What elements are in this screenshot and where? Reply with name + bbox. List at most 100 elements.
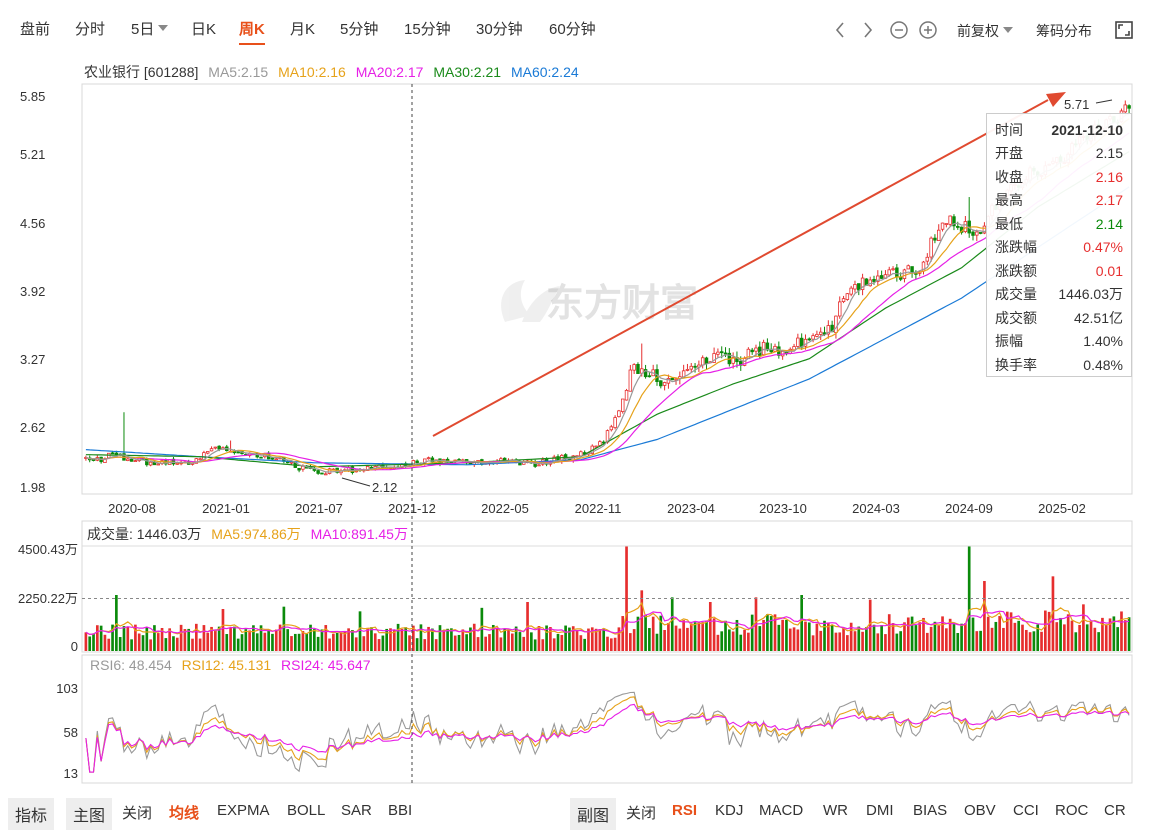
- volume-bar: [777, 624, 781, 651]
- candle: [838, 296, 842, 319]
- volume-bar: [290, 636, 293, 651]
- candle: [727, 348, 732, 367]
- candle: [716, 348, 720, 358]
- volume-bar: [670, 597, 674, 651]
- tooltip-key: 涨跌额: [995, 262, 1037, 279]
- volume-bar: [830, 624, 834, 651]
- indicator-tab[interactable]: EXPMA: [217, 802, 270, 819]
- candle: [796, 333, 800, 348]
- tooltip-key: 最低: [995, 215, 1023, 232]
- indicator-tab[interactable]: KDJ: [715, 802, 744, 819]
- candle: [944, 223, 949, 228]
- indicator-tab[interactable]: 副图: [570, 798, 617, 830]
- candle: [940, 222, 945, 232]
- candle: [228, 440, 233, 453]
- volume-bar: [179, 624, 183, 651]
- volume-bar: [617, 627, 621, 651]
- stock-name: 农业银行 [601288]: [84, 64, 199, 80]
- indicator-tab[interactable]: WR: [823, 802, 848, 819]
- volume-bar: [815, 623, 819, 651]
- volume-bar: [552, 638, 556, 651]
- tooltip-value: 2.17: [1095, 192, 1123, 209]
- indicator-tab[interactable]: BBI: [388, 802, 413, 819]
- volume-bar: [868, 599, 872, 651]
- candle: [282, 456, 286, 464]
- indicator-tab[interactable]: 指标: [8, 798, 55, 830]
- period-tab[interactable]: 60分钟: [549, 18, 596, 39]
- period-tab[interactable]: 5分钟: [340, 18, 378, 39]
- volume-bar: [522, 636, 526, 651]
- period-tab[interactable]: 周K: [239, 18, 265, 45]
- volume-bar: [918, 622, 922, 651]
- indicator-tab[interactable]: OBV: [964, 802, 996, 819]
- indicator-tab[interactable]: ROC: [1055, 802, 1089, 819]
- indicator-tab[interactable]: 主图: [66, 798, 113, 830]
- tooltip-row: 时间 2021-12-10: [995, 118, 1123, 142]
- volume-bar: [126, 626, 130, 651]
- volume-bar: [689, 623, 693, 651]
- period-tab[interactable]: 分时: [75, 18, 105, 39]
- indicator-tab[interactable]: CR: [1104, 802, 1126, 819]
- indicator-tab[interactable]: CCI: [1013, 802, 1039, 819]
- period-tab-label: 15分钟: [404, 21, 451, 38]
- volume-bar: [358, 611, 362, 651]
- volume-bar: [373, 633, 377, 651]
- volume-bar: [1127, 617, 1131, 651]
- volume-bar: [111, 624, 114, 651]
- indicator-tab[interactable]: BOLL: [287, 802, 326, 819]
- period-tab[interactable]: 30分钟: [476, 18, 523, 39]
- fullscreen-icon[interactable]: [1113, 18, 1135, 42]
- indicator-tab[interactable]: 关闭: [626, 805, 657, 822]
- volume-legend: 成交量: 1446.03万 MA5:974.86万 MA10:891.45万: [87, 524, 408, 544]
- ma30-legend: MA30:2.21: [433, 64, 502, 80]
- period-tab[interactable]: 月K: [290, 18, 315, 39]
- tooltip-value: 2.14: [1095, 215, 1123, 232]
- rsi-axis-label: 58: [64, 725, 78, 740]
- chip-distribution-button[interactable]: 筹码分布: [1036, 21, 1092, 41]
- volume-bar: [95, 625, 99, 651]
- volume-bar: [750, 614, 754, 651]
- tooltip-value: 1446.03万: [1058, 286, 1123, 303]
- volume-bar: [708, 602, 712, 651]
- volume-bar: [514, 626, 518, 651]
- volume-bar: [728, 629, 731, 651]
- indicator-tab[interactable]: 均线: [169, 805, 200, 822]
- tooltip-row: 换手率 0.48%: [995, 353, 1123, 377]
- zoom-out-icon[interactable]: [888, 18, 910, 42]
- volume-bar: [545, 625, 548, 651]
- indicator-tab[interactable]: BIAS: [913, 802, 948, 819]
- volume-bar: [191, 638, 194, 651]
- period-tab[interactable]: 盘前: [20, 18, 50, 39]
- period-tab[interactable]: 日K: [191, 18, 216, 39]
- candle: [967, 197, 971, 238]
- volume-bar: [560, 634, 564, 651]
- volume-bar: [332, 633, 335, 651]
- candle: [876, 270, 880, 286]
- volume-bar: [788, 628, 792, 651]
- volume-bar: [453, 635, 457, 651]
- adjust-dropdown[interactable]: 前复权: [957, 21, 1013, 41]
- volume-bar: [1047, 611, 1051, 651]
- indicator-tab[interactable]: MACD: [759, 802, 804, 819]
- indicator-tab[interactable]: SAR: [341, 802, 372, 819]
- volume-bar: [172, 636, 175, 651]
- volume-bar: [941, 616, 944, 651]
- indicator-tab[interactable]: RSI: [672, 802, 698, 819]
- volume-axis-label: 0: [71, 639, 78, 654]
- period-tab-label: 5分钟: [340, 21, 379, 38]
- volume-bar: [450, 628, 453, 651]
- indicator-tab[interactable]: DMI: [866, 802, 894, 819]
- zoom-in-icon[interactable]: [917, 18, 939, 42]
- volume-bar: [362, 636, 366, 651]
- period-tab[interactable]: 15分钟: [404, 18, 451, 39]
- next-arrow-icon[interactable]: [858, 18, 878, 42]
- indicator-tab[interactable]: 关闭: [122, 805, 153, 822]
- volume-bar: [720, 631, 724, 651]
- prev-arrow-icon[interactable]: [830, 18, 850, 42]
- volume-bar: [1040, 631, 1043, 651]
- volume-bar: [503, 628, 507, 651]
- volume-bar: [1123, 620, 1127, 651]
- volume-bar: [735, 619, 739, 651]
- period-tab[interactable]: 5日: [131, 18, 169, 39]
